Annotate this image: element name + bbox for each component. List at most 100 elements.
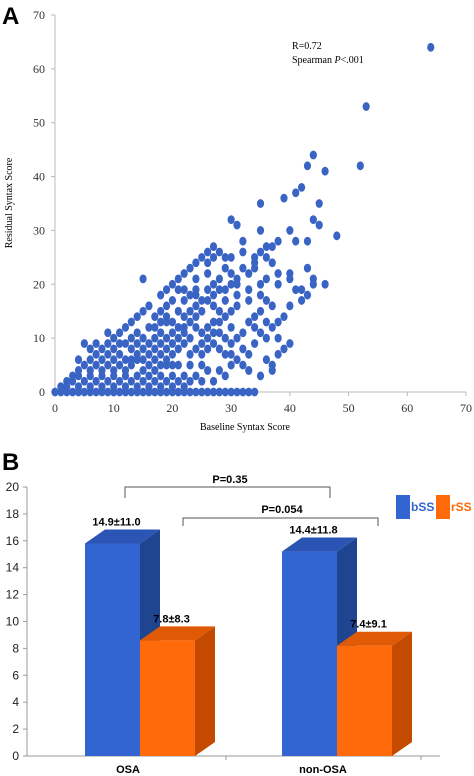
- data-point: [198, 339, 206, 348]
- data-point: [145, 360, 153, 370]
- data-point: [174, 285, 182, 295]
- bars: 14.9±11.0 14.4±11.8 7.8±8.3 7.4±9.1: [85, 516, 412, 756]
- data-point: [215, 274, 223, 284]
- data-point: [157, 317, 165, 327]
- bar-y-tick-label: 10: [6, 615, 20, 629]
- data-point: [256, 279, 265, 289]
- data-point: [315, 220, 323, 230]
- bar-side-face: [195, 626, 215, 756]
- data-point: [104, 387, 112, 397]
- data-point: [180, 312, 188, 321]
- data-point: [145, 387, 153, 397]
- data-point: [309, 279, 317, 289]
- data-point: [274, 333, 282, 343]
- data-point: [151, 333, 159, 343]
- data-point: [51, 387, 59, 397]
- data-point: [168, 328, 177, 338]
- bar-y-tick-label: 18: [6, 507, 20, 521]
- bar-ticks: 0 2 4 6 8 10 12 14 16 18 20 OSA non-OSA: [6, 480, 422, 776]
- data-point: [309, 215, 317, 225]
- y-tick-label: 70: [33, 8, 45, 22]
- data-point: [192, 322, 200, 332]
- data-point: [145, 371, 153, 381]
- data-point: [204, 322, 212, 332]
- data-point: [174, 333, 182, 343]
- stat-p: Spearman P<.001: [292, 55, 364, 66]
- data-point: [209, 279, 218, 289]
- data-point: [115, 360, 124, 370]
- bar-category-label: non-OSA: [299, 764, 347, 776]
- data-point: [133, 339, 141, 348]
- data-point: [121, 371, 130, 381]
- data-point: [92, 339, 100, 348]
- data-point: [92, 376, 100, 386]
- stat-p-value: <.001: [341, 55, 364, 66]
- data-point: [268, 258, 276, 268]
- data-point: [139, 366, 147, 375]
- x-tick-label: 30: [225, 401, 237, 415]
- data-point: [204, 387, 212, 397]
- data-point: [274, 269, 282, 278]
- data-point: [180, 339, 188, 348]
- bar-y-tick-label: 4: [12, 695, 19, 709]
- data-point: [315, 199, 323, 208]
- data-point: [168, 387, 177, 397]
- data-point: [303, 263, 312, 273]
- data-point: [139, 333, 147, 343]
- data-point: [233, 301, 241, 311]
- data-point: [180, 328, 188, 338]
- data-point: [180, 371, 188, 381]
- data-point: [69, 387, 77, 397]
- data-point: [274, 279, 282, 289]
- data-point: [262, 242, 270, 251]
- data-point: [215, 285, 223, 295]
- data-point: [292, 236, 300, 246]
- x-tick-label: 20: [166, 401, 178, 415]
- data-point: [168, 339, 177, 348]
- data-point: [227, 322, 235, 332]
- data-point: [204, 296, 212, 305]
- bar-value-label: 14.4±11.8: [289, 525, 337, 537]
- bar-top-face: [85, 529, 160, 544]
- data-point: [127, 344, 135, 354]
- data-point: [157, 339, 165, 348]
- data-point: [209, 301, 218, 311]
- data-point: [110, 333, 118, 343]
- data-point: [174, 274, 182, 284]
- data-point: [157, 360, 165, 370]
- data-point: [303, 161, 312, 171]
- y-axis-title: Residual Syntax Score: [4, 157, 15, 248]
- data-point: [262, 317, 270, 327]
- y-tick-label: 40: [33, 170, 45, 184]
- data-point: [356, 161, 364, 171]
- data-point: [133, 355, 141, 365]
- data-point: [168, 349, 177, 359]
- data-point: [204, 269, 212, 278]
- data-point: [204, 333, 212, 343]
- comparison-bracket-1: P=0.35: [124, 474, 331, 498]
- bar-rSS-1: 7.4±9.1: [337, 619, 412, 756]
- data-point: [80, 360, 88, 370]
- data-point: [198, 296, 206, 305]
- data-point: [92, 387, 100, 397]
- bar-top-face: [337, 631, 412, 646]
- data-point: [227, 252, 235, 262]
- data-point: [204, 285, 212, 295]
- data-point: [215, 247, 223, 257]
- data-point: [209, 387, 218, 397]
- data-point: [121, 339, 130, 348]
- data-point: [286, 274, 294, 284]
- data-point: [127, 376, 135, 386]
- data-point: [198, 252, 206, 262]
- data-point: [127, 355, 135, 365]
- bar-side-face: [392, 631, 412, 756]
- data-point: [110, 371, 118, 381]
- data-point: [145, 301, 153, 311]
- data-point: [239, 328, 247, 338]
- data-point: [133, 328, 141, 338]
- data-point: [233, 355, 241, 365]
- data-point: [309, 150, 317, 160]
- data-point: [262, 355, 270, 365]
- data-point: [286, 226, 294, 235]
